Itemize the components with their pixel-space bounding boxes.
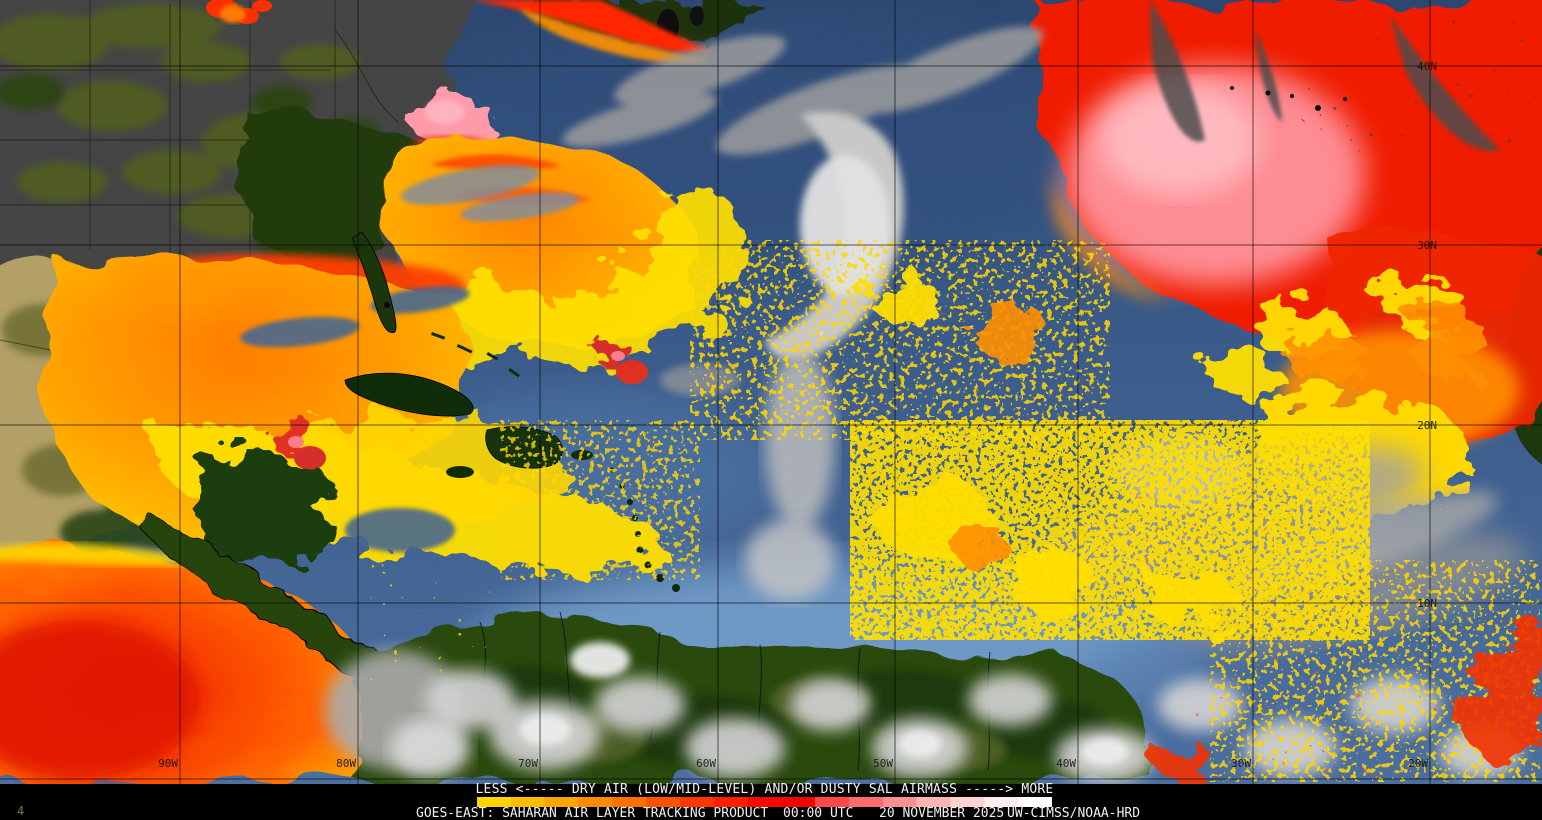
grid-label-70W: 70W	[518, 757, 538, 770]
legend-bar: LESS <----- DRY AIR (LOW/MID-LEVEL) AND/…	[0, 782, 1542, 820]
product-title: GOES-EAST: SAHARAN AIR LAYER TRACKING PR…	[416, 806, 769, 820]
grid-label-10N: 10N	[1417, 597, 1437, 610]
grid-label-80W: 80W	[336, 757, 356, 770]
satellite-scene: 90W 80W 70W 60W 50W 40W 30W 20W 40N 30N 20N 10N	[0, 0, 1542, 784]
grid-label-20N: 20N	[1417, 419, 1437, 432]
florida-peninsula	[351, 231, 397, 334]
north-america-landmass	[0, 0, 769, 294]
timestamp-utc: 00:00 UTC	[783, 806, 854, 820]
us-southeast-land	[240, 115, 431, 263]
bahamas-islands	[430, 331, 520, 378]
satellite-map-image: 90W 80W 70W 60W 50W 40W 30W 20W 40N 30N 20N 10N	[0, 0, 1542, 784]
grid-label-50W: 50W	[873, 757, 893, 770]
sal-intensity-colorbar	[477, 797, 1052, 807]
grid-label-30W: 30W	[1231, 757, 1251, 770]
grid-label-40W: 40W	[1056, 757, 1076, 770]
grid-label-40N: 40N	[1417, 60, 1437, 73]
grid-label-90W: 90W	[158, 757, 178, 770]
colorbar-caption: LESS <----- DRY AIR (LOW/MID-LEVEL) AND/…	[475, 782, 1054, 797]
yucatan-peninsula	[200, 450, 334, 567]
date-label: 20 NOVEMBER 2025	[879, 806, 1005, 820]
grid-label-60W: 60W	[696, 757, 716, 770]
azores-islands	[1230, 86, 1347, 111]
jamaica-island	[446, 466, 474, 478]
frame-number: 4	[17, 804, 25, 818]
grid-label-20W: 20W	[1408, 757, 1428, 770]
cuba-island	[344, 372, 474, 417]
lat-lon-grid: 90W 80W 70W 60W 50W 40W 30W 20W 40N 30N 20N 10N	[158, 60, 1437, 770]
grid-label-30N: 30N	[1417, 239, 1437, 252]
data-source-credit: UW-CIMSS/NOAA-HRD	[1007, 806, 1141, 820]
